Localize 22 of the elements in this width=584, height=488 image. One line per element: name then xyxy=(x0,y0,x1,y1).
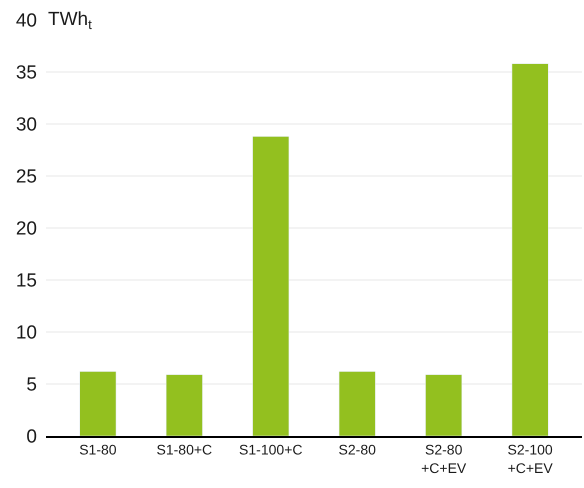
y-tick-label: 0 xyxy=(26,426,37,448)
x-tick-label: S2-80 xyxy=(338,442,376,458)
y-tick-label: 35 xyxy=(16,62,37,84)
x-tick-label: S2-100 +C+EV xyxy=(508,442,554,476)
y-tick-label: 25 xyxy=(16,166,37,188)
bar xyxy=(79,371,116,436)
x-tick-label: S1-80+C xyxy=(156,442,212,458)
bar xyxy=(166,374,203,436)
y-tick-label: 40 xyxy=(16,10,37,32)
x-tick-label: S1-100+C xyxy=(239,442,302,458)
y-axis-title: TWh$_{t}$ xyxy=(48,9,92,32)
y-tick-label: 5 xyxy=(26,374,37,396)
y-tick-label: 30 xyxy=(16,114,37,136)
bar xyxy=(252,136,290,436)
bar xyxy=(512,63,549,436)
bar xyxy=(425,374,462,436)
x-tick-label: S2-80 +C+EV xyxy=(421,442,467,476)
y-tick-label: 20 xyxy=(16,218,37,240)
y-tick-label: 15 xyxy=(16,270,37,292)
bar xyxy=(338,371,376,436)
y-tick-label: 10 xyxy=(16,322,37,344)
x-tick-label: S1-80 xyxy=(79,442,117,458)
